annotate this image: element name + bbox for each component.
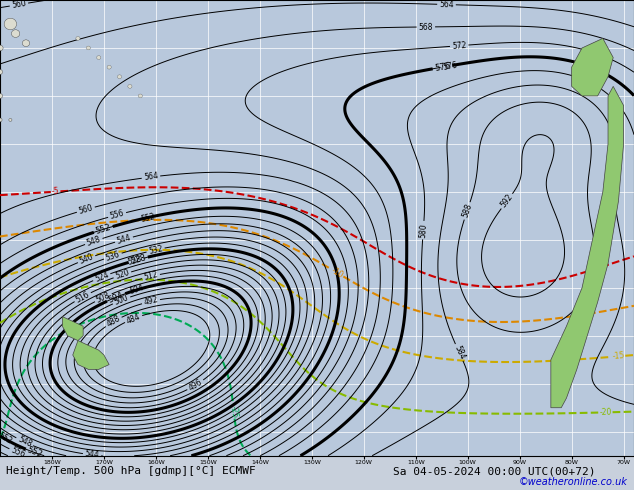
Polygon shape — [551, 86, 624, 408]
Polygon shape — [62, 317, 83, 341]
Circle shape — [76, 36, 80, 40]
Text: 504: 504 — [107, 290, 125, 304]
Text: 568: 568 — [418, 23, 433, 31]
Text: 564: 564 — [439, 0, 454, 9]
Text: 560: 560 — [11, 0, 27, 10]
Text: -5: -5 — [51, 187, 60, 196]
Text: 508: 508 — [95, 291, 112, 305]
Polygon shape — [73, 341, 109, 369]
Circle shape — [86, 46, 91, 50]
Circle shape — [138, 94, 143, 98]
Text: 588: 588 — [461, 203, 474, 219]
Circle shape — [117, 75, 122, 79]
Text: 592: 592 — [499, 193, 515, 210]
Circle shape — [107, 65, 111, 69]
Text: 484: 484 — [125, 312, 142, 325]
Text: 552: 552 — [139, 212, 156, 223]
Text: 580: 580 — [418, 222, 429, 238]
Circle shape — [0, 45, 3, 51]
Text: 512: 512 — [143, 270, 159, 282]
Text: -10: -10 — [330, 266, 345, 280]
Text: 500: 500 — [113, 294, 130, 307]
Text: 528: 528 — [129, 253, 147, 266]
Text: Sa 04-05-2024 00:00 UTC(00+72): Sa 04-05-2024 00:00 UTC(00+72) — [393, 466, 595, 476]
Text: 552: 552 — [94, 223, 112, 236]
Text: 576: 576 — [442, 60, 458, 72]
Circle shape — [9, 119, 12, 122]
Circle shape — [22, 40, 30, 47]
Text: 536: 536 — [105, 249, 121, 263]
Text: 548: 548 — [86, 235, 102, 248]
Text: 524: 524 — [93, 270, 110, 284]
Text: 492: 492 — [143, 295, 159, 307]
Text: 488: 488 — [105, 314, 122, 329]
Text: 552: 552 — [0, 431, 13, 446]
Text: 572: 572 — [451, 41, 467, 51]
Text: 576: 576 — [434, 61, 451, 73]
Text: 516: 516 — [74, 290, 91, 304]
Text: 552: 552 — [26, 446, 44, 460]
Text: 544: 544 — [115, 233, 133, 246]
Circle shape — [11, 30, 20, 37]
Circle shape — [0, 70, 3, 74]
Text: 496: 496 — [187, 377, 204, 393]
Text: 504: 504 — [128, 284, 145, 296]
Text: ©weatheronline.co.uk: ©weatheronline.co.uk — [519, 477, 628, 487]
Text: 584: 584 — [452, 344, 466, 361]
Text: 548: 548 — [16, 435, 33, 449]
Text: -20: -20 — [599, 408, 612, 417]
Circle shape — [0, 118, 2, 122]
Polygon shape — [572, 38, 613, 96]
Text: 564: 564 — [143, 172, 158, 182]
Text: 556: 556 — [109, 209, 126, 221]
Circle shape — [0, 94, 3, 98]
Text: 540: 540 — [78, 252, 95, 266]
Text: -15: -15 — [612, 351, 624, 361]
Text: 544: 544 — [84, 449, 100, 460]
Text: 560: 560 — [77, 203, 94, 216]
Text: 556: 556 — [10, 445, 27, 460]
Circle shape — [4, 18, 16, 30]
Circle shape — [128, 84, 132, 88]
Text: 532: 532 — [148, 244, 164, 256]
Text: 528: 528 — [126, 254, 143, 267]
Text: 520: 520 — [114, 268, 131, 281]
Circle shape — [96, 56, 101, 59]
Text: -25: -25 — [229, 405, 239, 418]
Text: Height/Temp. 500 hPa [gdmp][°C] ECMWF: Height/Temp. 500 hPa [gdmp][°C] ECMWF — [6, 466, 256, 476]
